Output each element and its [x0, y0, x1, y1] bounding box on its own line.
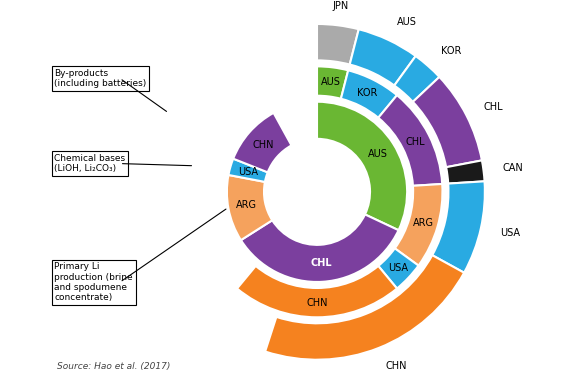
- Text: USA: USA: [500, 228, 520, 238]
- Wedge shape: [341, 70, 397, 118]
- Wedge shape: [233, 113, 292, 172]
- Text: CHL: CHL: [484, 102, 504, 112]
- Wedge shape: [378, 248, 418, 289]
- Text: CHL: CHL: [311, 258, 332, 268]
- Text: CHN: CHN: [386, 361, 407, 371]
- Text: USA: USA: [238, 167, 259, 177]
- Text: CAN: CAN: [503, 163, 523, 173]
- Wedge shape: [265, 255, 464, 360]
- Text: By-products
(including batteries): By-products (including batteries): [55, 68, 146, 88]
- Text: USA: USA: [388, 263, 408, 273]
- Wedge shape: [317, 24, 358, 65]
- Text: CHN: CHN: [306, 298, 328, 308]
- Wedge shape: [228, 159, 268, 182]
- Wedge shape: [394, 56, 439, 102]
- Wedge shape: [446, 160, 485, 184]
- Text: AUS: AUS: [321, 77, 341, 87]
- Wedge shape: [237, 266, 397, 317]
- Wedge shape: [241, 214, 399, 282]
- Text: ARG: ARG: [236, 200, 257, 210]
- Wedge shape: [413, 77, 482, 167]
- Wedge shape: [317, 67, 348, 99]
- Text: CHN: CHN: [253, 140, 274, 149]
- Text: JPN: JPN: [332, 1, 349, 11]
- Text: KOR: KOR: [441, 46, 461, 56]
- Wedge shape: [432, 181, 485, 273]
- Wedge shape: [394, 184, 443, 266]
- Text: ARG: ARG: [413, 218, 434, 228]
- Text: CHL: CHL: [406, 137, 425, 147]
- Text: Source: Hao et al. (2017): Source: Hao et al. (2017): [57, 363, 170, 371]
- Text: Chemical bases
(LiOH, Li₂CO₃): Chemical bases (LiOH, Li₂CO₃): [55, 154, 125, 173]
- Text: KOR: KOR: [357, 88, 378, 98]
- Wedge shape: [227, 175, 272, 240]
- Text: AUS: AUS: [368, 149, 388, 158]
- Wedge shape: [350, 29, 415, 86]
- Wedge shape: [378, 95, 442, 186]
- Text: AUS: AUS: [397, 18, 417, 27]
- Wedge shape: [317, 102, 407, 230]
- Text: Primary Li
production (brine
and spodumene
concentrate): Primary Li production (brine and spodume…: [55, 262, 133, 302]
